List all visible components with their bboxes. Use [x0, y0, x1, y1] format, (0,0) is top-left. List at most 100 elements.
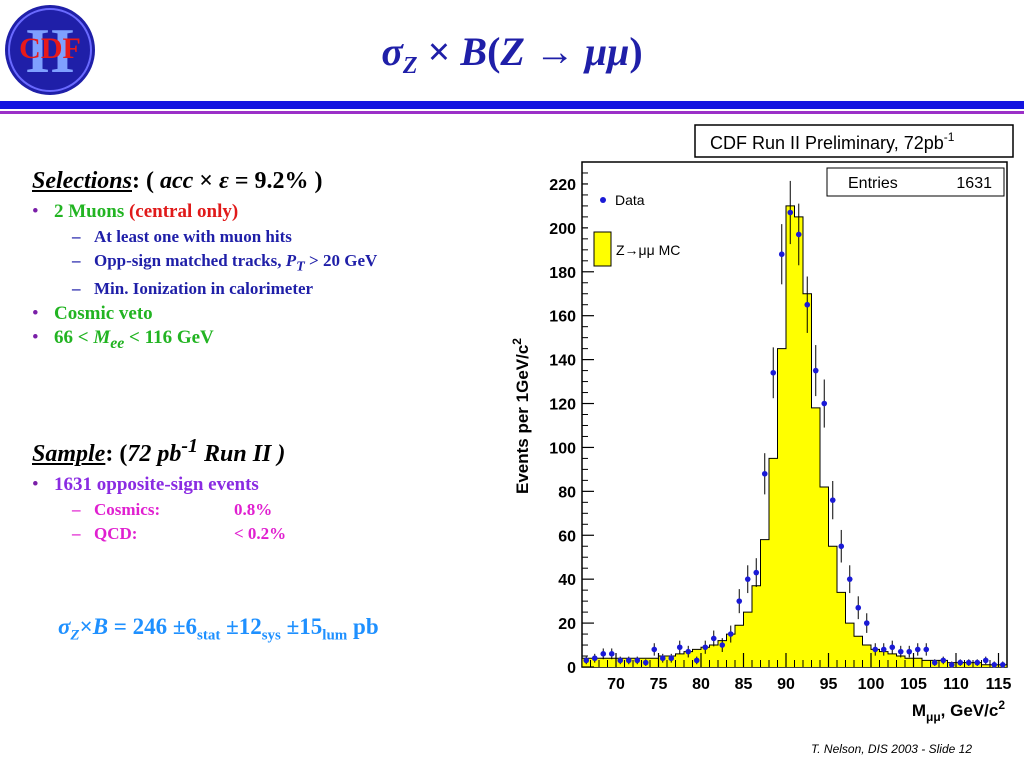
svg-text:CDF: CDF	[19, 32, 81, 65]
data-point	[829, 497, 836, 503]
mc-histogram-bar	[794, 216, 803, 667]
data-point	[736, 598, 743, 604]
cdf-logo: II CDF	[5, 5, 95, 95]
data-point	[702, 644, 709, 651]
stats-value: 1631	[956, 175, 992, 192]
mc-histogram-bar	[905, 658, 914, 667]
stats-label: Entries	[848, 175, 898, 192]
cross-section-result: σZ×B = 246 ±6stat ±12sys ±15lum pb	[58, 614, 379, 644]
x-tick-label: 105	[900, 676, 927, 693]
legend-data-label: Data	[615, 192, 645, 208]
data-point	[914, 646, 921, 653]
data-point	[846, 576, 853, 582]
data-point	[889, 644, 896, 651]
data-point	[812, 367, 819, 374]
mc-histogram-bar	[803, 293, 812, 667]
sub-opp-sign: – Opp-sign matched tracks, PT > 20 GeV	[72, 251, 378, 275]
y-axis-title: Events per 1GeV/c2	[510, 338, 532, 494]
mc-histogram-bar	[828, 546, 837, 667]
mc-histogram-bar	[862, 645, 871, 667]
legend-data-marker	[600, 197, 606, 203]
mc-histogram-outline	[581, 205, 1008, 667]
mc-histogram-bar	[726, 634, 735, 667]
data-point	[625, 657, 632, 664]
sample-heading: Sample: (72 pb-1 Run II )	[32, 435, 286, 468]
data-point	[821, 400, 828, 407]
data-point	[642, 659, 649, 666]
mc-histogram-bar	[811, 407, 820, 667]
x-tick-label: 80	[692, 676, 710, 693]
mc-histogram-bar	[871, 649, 880, 667]
mc-histogram-bar	[684, 651, 693, 667]
bullet-cosmic-veto: • Cosmic veto	[32, 303, 153, 325]
y-tick-label: 0	[567, 660, 576, 677]
data-point	[668, 655, 675, 662]
mc-histogram-bar	[760, 539, 769, 667]
data-point	[685, 648, 692, 655]
x-tick-label: 70	[607, 676, 625, 693]
data-point	[770, 369, 777, 376]
x-tick-label: 95	[820, 676, 838, 693]
y-tick-label: 220	[549, 177, 576, 194]
x-tick-label: 100	[858, 676, 885, 693]
data-point	[617, 657, 624, 664]
data-point	[855, 604, 862, 611]
mc-histogram-bar	[709, 645, 718, 667]
x-tick-label: 115	[986, 676, 1012, 693]
mass-histogram-chart: CDF Run II Preliminary, 72pb-1 0 20 40 60 80…	[510, 124, 1014, 724]
stats-box	[826, 167, 1005, 197]
x-tick-label: 85	[735, 676, 753, 693]
y-tick-label: 180	[549, 265, 576, 282]
mc-histogram-bar	[913, 658, 922, 667]
mc-histogram-bar	[718, 640, 727, 667]
mc-histogram-bar	[922, 660, 931, 667]
mc-histogram-bar	[752, 585, 761, 667]
mc-histogram-bar	[650, 658, 659, 667]
data-point	[838, 543, 845, 550]
slide-footer: T. Nelson, DIS 2003 - Slide 12	[811, 742, 972, 756]
mc-histogram-bar	[981, 664, 990, 667]
mc-histogram-bar	[675, 653, 684, 667]
sub-cosmics: – Cosmics: 0.8%	[72, 500, 273, 520]
mc-histogram-bar	[599, 658, 608, 667]
data-point	[880, 646, 887, 653]
chart-title: CDF Run II Preliminary, 72pb-1	[710, 130, 955, 153]
data-point	[651, 646, 658, 653]
data-point	[659, 655, 666, 662]
y-tick-label: 20	[558, 616, 576, 633]
data-point	[940, 657, 947, 664]
x-axis-title: Mμμ, GeV/c2	[912, 698, 1006, 724]
data-point	[787, 209, 794, 216]
y-tick-label: 120	[549, 397, 576, 414]
legend-mc-swatch	[593, 231, 612, 267]
sub-muon-hits: – At least one with muon hits	[72, 227, 292, 246]
x-tick-label: 90	[777, 676, 795, 693]
bullet-muons: • 2 Muons (central only)	[32, 201, 239, 222]
y-tick-label: 40	[558, 572, 576, 589]
data-point	[778, 251, 785, 258]
data-point	[965, 659, 972, 666]
data-point	[795, 231, 802, 238]
chart-title-box	[694, 124, 1014, 158]
selections-heading: Selections: ( acc × ε = 9.2% )	[32, 168, 323, 194]
bullet-events: • 1631 opposite-sign events	[32, 474, 259, 496]
data-point	[863, 620, 870, 626]
legend-mc-label: Z→μμ MC	[616, 242, 680, 258]
y-tick-label: 160	[549, 309, 576, 326]
mc-histogram-bar	[845, 623, 854, 667]
mc-histogram-bar	[786, 205, 795, 668]
mc-histogram-bar	[888, 653, 897, 667]
header-rule-purple	[0, 111, 1024, 114]
data-point	[634, 657, 641, 664]
data-point	[727, 631, 734, 637]
data-point	[583, 657, 590, 664]
mc-histogram-bar	[769, 458, 778, 667]
mc-histogram-bar	[607, 658, 616, 667]
y-tick-label: 80	[558, 484, 576, 501]
data-point	[982, 657, 989, 664]
text-column: Selections: ( acc × ε = 9.2% ) • 2 Muons …	[32, 168, 502, 548]
svg-text:II: II	[25, 15, 75, 86]
mc-histogram-bar	[701, 647, 710, 667]
y-tick-label: 140	[549, 353, 576, 370]
data-point	[957, 659, 964, 666]
